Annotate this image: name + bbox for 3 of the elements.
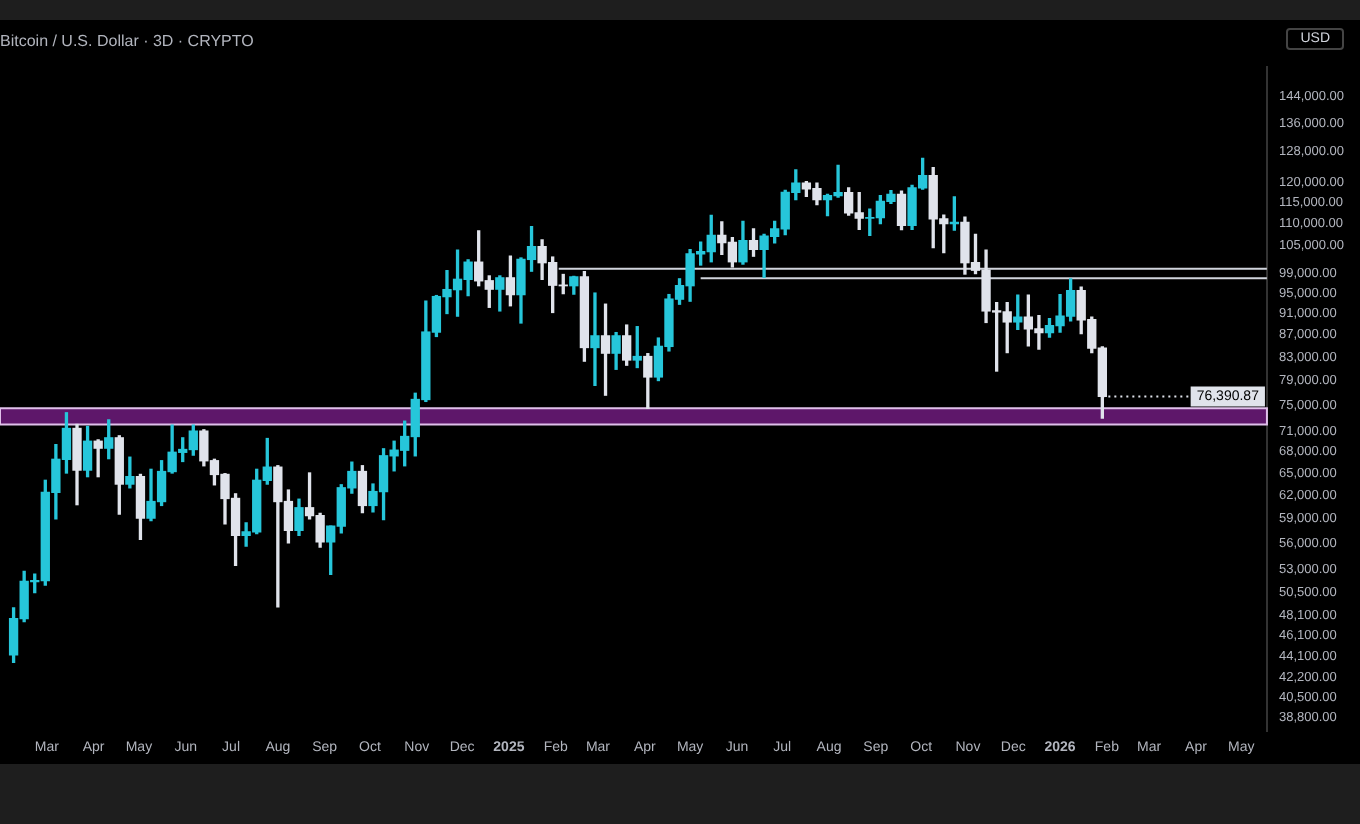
chart-title: Bitcoin / U.S. Dollar · 3D · CRYPTO [0, 32, 254, 51]
candlestick [590, 292, 600, 387]
candlestick [93, 439, 103, 478]
